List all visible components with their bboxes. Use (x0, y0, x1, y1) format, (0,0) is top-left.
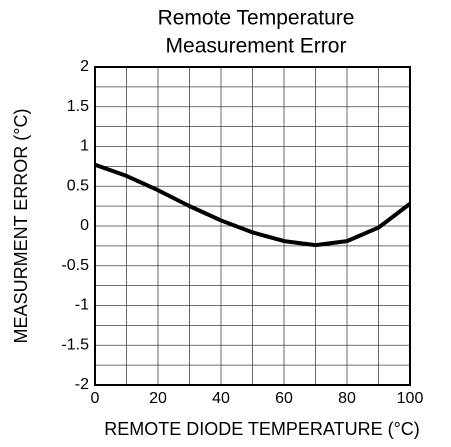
y-tick-label: 1 (80, 138, 89, 155)
y-tick-label: 1.5 (67, 98, 89, 115)
line-series (94, 162, 412, 248)
plot-frame (94, 66, 411, 386)
y-tick-label: -2 (75, 376, 89, 393)
x-tick-label: 0 (91, 390, 100, 407)
x-tick-label: 100 (397, 390, 424, 407)
y-tick-label: 0 (80, 217, 89, 234)
y-tick-label: 0.5 (67, 177, 89, 194)
x-tick-label: 20 (149, 390, 167, 407)
x-axis-label: REMOTE DIODE TEMPERATURE (°C) (104, 419, 420, 439)
y-tick-label: 2 (80, 58, 89, 75)
y-axis-label: MEASURMENT ERROR (°C) (11, 109, 31, 344)
x-tick-label: 60 (275, 390, 293, 407)
x-tick-label: 80 (338, 390, 356, 407)
y-tick-label: -0.5 (61, 257, 89, 274)
x-tick-label: 40 (212, 390, 230, 407)
y-tick-label: -1 (75, 297, 89, 314)
y-tick-label: -1.5 (61, 336, 89, 353)
chart-title: Measurement Error (166, 35, 347, 58)
chart-title: Remote Temperature (158, 7, 355, 30)
